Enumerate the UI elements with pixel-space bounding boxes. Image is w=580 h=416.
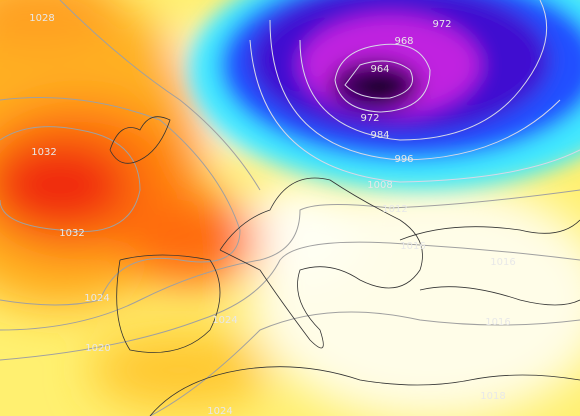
isobar-label: 1008 [367,180,392,191]
isobar-label: 996 [394,154,413,165]
isobar-label: 964 [370,64,389,75]
coastlines [109,116,580,416]
isobar-label: 1032 [31,147,56,158]
isobar-label: 1016 [485,317,510,328]
isobar-label: 972 [360,113,379,124]
isobar-label: 972 [432,19,451,30]
isobar-label: 968 [394,36,413,47]
isobar-label: 1024 [84,293,109,304]
isobar-label: 1024 [207,406,232,416]
isobar-label: 1024 [212,315,237,326]
isobar-labels: 1028 972 968 964 972 984 996 1032 1032 1… [29,13,515,416]
isobar-label: 1028 [29,13,54,24]
isobar-label: 1018 [480,391,505,402]
isobar-label: 1032 [59,228,84,239]
isobar-label: 1016 [400,241,425,252]
isobar-label: 984 [370,130,389,141]
isobar-label: 1012 [382,204,407,215]
isobar-label: 1016 [490,257,515,268]
isobar-label: 1020 [85,343,110,354]
